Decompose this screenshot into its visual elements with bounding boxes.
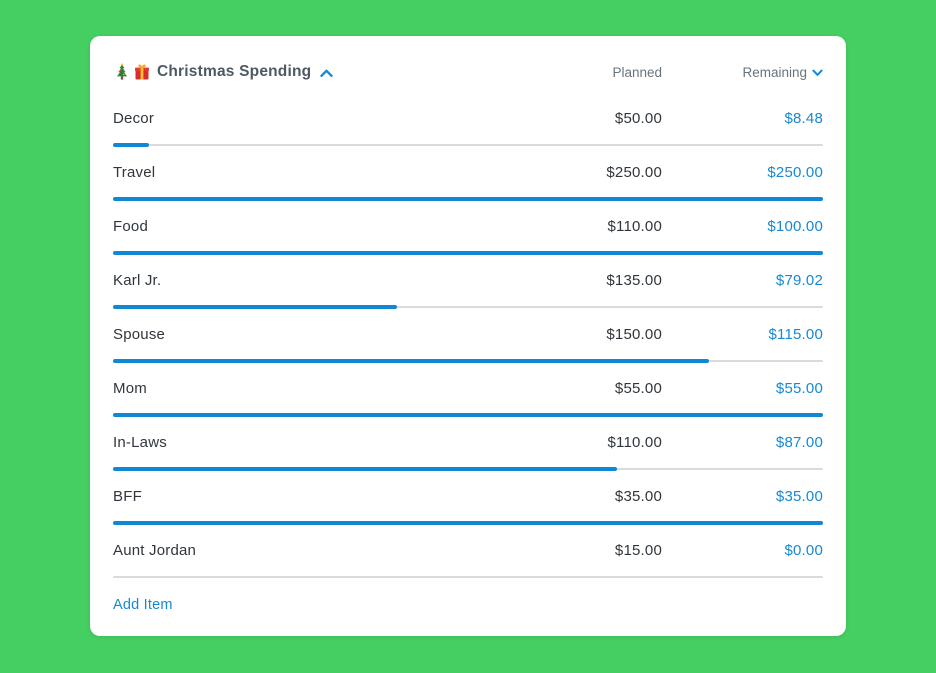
budget-item-main: Aunt Jordan $15.00 $0.00 (113, 526, 823, 575)
item-remaining-amount: $55.00 (775, 380, 823, 397)
item-name: In-Laws (113, 434, 167, 451)
budget-group-card: Christmas Spending Planned Remaining Dec… (90, 36, 846, 636)
budget-item-main: Spouse $150.00 $115.00 (113, 310, 823, 359)
item-name: Decor (113, 110, 155, 127)
item-name: Aunt Jordan (113, 542, 197, 559)
item-remaining-amount: $35.00 (775, 488, 823, 505)
item-planned-amount: $110.00 (607, 218, 662, 235)
item-planned-amount: $150.00 (606, 326, 662, 343)
budget-item-main: Food $110.00 $100.00 (113, 202, 823, 251)
progress-track (113, 576, 823, 578)
progress-fill (113, 143, 149, 147)
item-remaining-amount: $8.48 (784, 110, 823, 127)
budget-item-row[interactable]: Karl Jr. $135.00 $79.02 (113, 256, 823, 310)
item-name: Food (113, 218, 148, 235)
progress-fill (113, 251, 823, 255)
item-planned-amount: $250.00 (606, 164, 662, 181)
item-progress-bar (113, 143, 823, 147)
budget-item-main: In-Laws $110.00 $87.00 (113, 418, 823, 467)
budget-item-row[interactable]: Mom $55.00 $55.00 (113, 364, 823, 418)
remaining-column-label: Remaining (742, 64, 807, 80)
item-name: Spouse (113, 326, 166, 343)
budget-item-row[interactable]: Aunt Jordan $15.00 $0.00 (113, 526, 823, 580)
chevron-down-icon (812, 69, 823, 76)
add-item-row: Add Item (113, 580, 823, 630)
item-remaining-amount: $250.00 (767, 164, 823, 181)
item-progress-bar (113, 413, 823, 417)
item-progress-bar (113, 197, 823, 201)
budget-item-row[interactable]: In-Laws $110.00 $87.00 (113, 418, 823, 472)
item-progress-bar (113, 359, 823, 363)
budget-item-main: Travel $250.00 $250.00 (113, 148, 823, 197)
item-name: Mom (113, 380, 147, 397)
item-progress-bar (113, 305, 823, 309)
item-remaining-amount: $87.00 (775, 434, 823, 451)
group-collapse-toggle[interactable]: Christmas Spending (113, 63, 502, 81)
item-remaining-amount: $0.00 (784, 542, 823, 559)
item-progress-bar (113, 521, 823, 525)
budget-item-list: Decor $50.00 $8.48 Travel $250.00 $250.00 Food… (113, 94, 823, 580)
item-planned-amount: $55.00 (614, 380, 662, 397)
remaining-column-selector[interactable]: Remaining (662, 65, 823, 80)
budget-item-main: Decor $50.00 $8.48 (113, 94, 823, 143)
budget-item-main: Mom $55.00 $55.00 (113, 364, 823, 413)
item-name: Karl Jr. (113, 272, 162, 289)
christmas-tree-icon (117, 63, 127, 80)
item-progress-bar (113, 467, 823, 471)
group-title: Christmas Spending (157, 63, 312, 80)
item-planned-amount: $35.00 (614, 488, 662, 505)
item-remaining-amount: $79.02 (775, 272, 823, 289)
progress-fill (113, 197, 823, 201)
progress-fill (113, 413, 823, 417)
budget-item-main: BFF $35.00 $35.00 (113, 472, 823, 521)
item-progress-bar (113, 575, 823, 579)
progress-track (113, 144, 823, 146)
add-item-button[interactable]: Add Item (113, 597, 173, 613)
gift-icon (135, 64, 149, 80)
progress-fill (113, 359, 710, 363)
budget-item-row[interactable]: Food $110.00 $100.00 (113, 202, 823, 256)
progress-fill (113, 467, 618, 471)
progress-fill (113, 521, 823, 525)
progress-track (113, 306, 823, 308)
budget-item-row[interactable]: BFF $35.00 $35.00 (113, 472, 823, 526)
item-planned-amount: $110.00 (607, 434, 662, 451)
group-header: Christmas Spending Planned Remaining (113, 58, 823, 86)
budget-item-main: Karl Jr. $135.00 $79.02 (113, 256, 823, 305)
budget-item-row[interactable]: Travel $250.00 $250.00 (113, 148, 823, 202)
item-planned-amount: $50.00 (614, 110, 662, 127)
budget-item-row[interactable]: Decor $50.00 $8.48 (113, 94, 823, 148)
progress-fill (113, 305, 397, 309)
item-remaining-amount: $115.00 (768, 326, 823, 343)
item-progress-bar (113, 251, 823, 255)
item-remaining-amount: $100.00 (767, 218, 823, 235)
item-planned-amount: $135.00 (606, 272, 662, 289)
item-planned-amount: $15.00 (614, 542, 662, 559)
item-name: Travel (113, 164, 156, 181)
budget-item-row[interactable]: Spouse $150.00 $115.00 (113, 310, 823, 364)
chevron-up-icon (320, 69, 334, 77)
item-name: BFF (113, 488, 142, 505)
planned-column-header: Planned (612, 64, 662, 80)
